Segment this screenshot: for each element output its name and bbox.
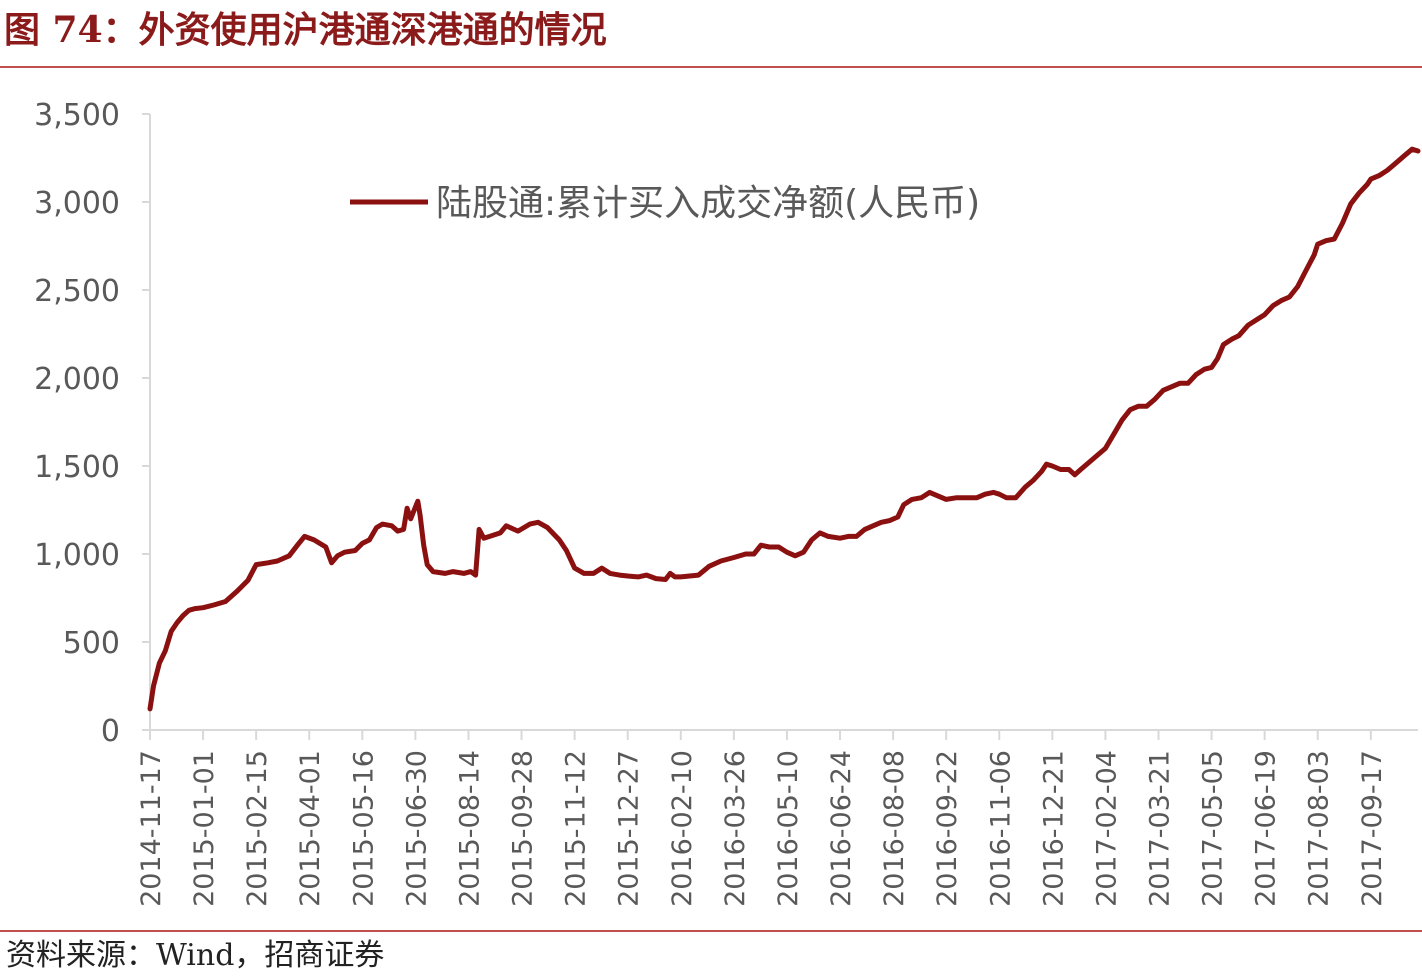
x-tick-label: 2017-05-05 <box>1198 750 1229 907</box>
source-note: 资料来源：Wind，招商证券 <box>6 938 385 973</box>
x-tick-label: 2017-09-17 <box>1357 750 1388 907</box>
x-tick-label: 2016-05-10 <box>773 750 804 907</box>
x-tick-label: 2016-06-24 <box>826 750 857 907</box>
x-tick-label: 2015-12-27 <box>614 750 645 907</box>
x-tick-label: 2015-05-16 <box>348 750 379 907</box>
y-axis-ticks: 0 500 1,000 1,500 2,000 2,500 3,000 3,500 <box>34 98 150 749</box>
x-tick-label: 2014-11-17 <box>136 750 167 907</box>
x-tick-label: 2016-08-08 <box>879 750 910 907</box>
x-tick-label: 2015-04-01 <box>295 750 326 907</box>
x-tick-label: 2015-11-12 <box>561 750 592 907</box>
x-tick-label: 2015-08-14 <box>454 750 485 907</box>
figure-title: 图 74：外资使用沪港通深港通的情况 <box>4 9 607 51</box>
source-rule <box>0 930 1422 932</box>
x-tick-label: 2017-03-21 <box>1145 750 1176 907</box>
legend: 陆股通:累计买入成交净额(人民币) <box>350 183 980 224</box>
series-line <box>147 146 1421 712</box>
y-tick-label: 1,500 <box>34 450 120 485</box>
y-tick-label: 500 <box>63 626 120 661</box>
x-tick-label: 2015-01-01 <box>189 750 220 907</box>
x-tick-label: 2015-02-15 <box>242 750 273 907</box>
x-tick-label: 2017-08-03 <box>1304 750 1335 907</box>
y-tick-label: 2,000 <box>34 362 120 397</box>
y-tick-label: 1,000 <box>34 538 120 573</box>
title-rule <box>0 66 1422 68</box>
y-tick-label: 3,000 <box>34 186 120 221</box>
x-tick-label: 2015-06-30 <box>401 750 432 907</box>
y-tick-label: 0 <box>101 714 120 749</box>
x-tick-label: 2016-12-21 <box>1038 750 1069 907</box>
cumulative-net-buy-line-chart: 0 500 1,000 1,500 2,000 2,500 3,000 3,500 2014-… <box>34 98 1421 907</box>
legend-label: 陆股通:累计买入成交净额(人民币) <box>436 183 980 224</box>
x-tick-label: 2016-09-22 <box>932 750 963 907</box>
x-tick-label: 2017-06-19 <box>1251 750 1282 907</box>
x-tick-label: 2016-03-26 <box>720 750 751 907</box>
x-tick-label: 2016-11-06 <box>985 750 1016 907</box>
x-tick-label: 2016-02-10 <box>667 750 698 907</box>
x-tick-label: 2015-09-28 <box>508 750 539 907</box>
x-axis-ticks: 2014-11-17 2015-01-01 2015-02-15 2015-04-01… <box>136 730 1388 907</box>
x-tick-label: 2017-02-04 <box>1091 750 1122 907</box>
y-tick-label: 3,500 <box>34 98 120 133</box>
y-tick-label: 2,500 <box>34 274 120 309</box>
